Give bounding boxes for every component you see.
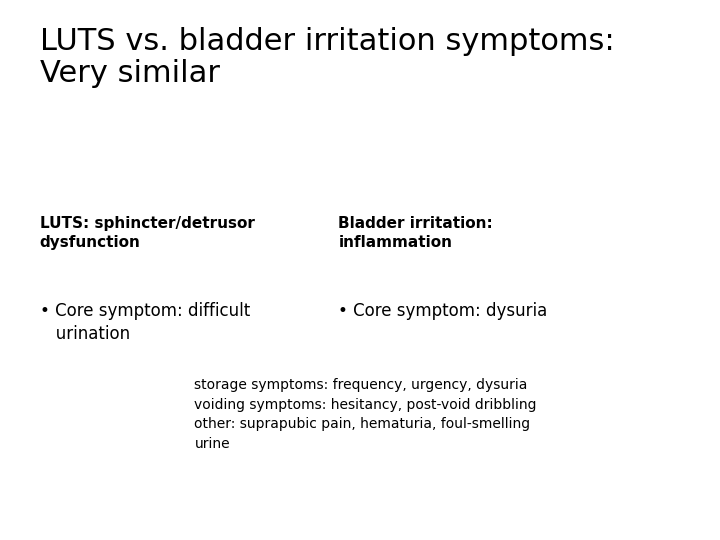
Text: • Core symptom: difficult
   urination: • Core symptom: difficult urination: [40, 302, 250, 342]
Text: storage symptoms: frequency, urgency, dysuria
voiding symptoms: hesitancy, post-: storage symptoms: frequency, urgency, dy…: [194, 378, 537, 450]
Text: LUTS: sphincter/detrusor
dysfunction: LUTS: sphincter/detrusor dysfunction: [40, 216, 254, 249]
Text: • Core symptom: dysuria: • Core symptom: dysuria: [338, 302, 548, 320]
Text: Bladder irritation:
inflammation: Bladder irritation: inflammation: [338, 216, 493, 249]
Text: LUTS vs. bladder irritation symptoms:
Very similar: LUTS vs. bladder irritation symptoms: Ve…: [40, 27, 614, 89]
